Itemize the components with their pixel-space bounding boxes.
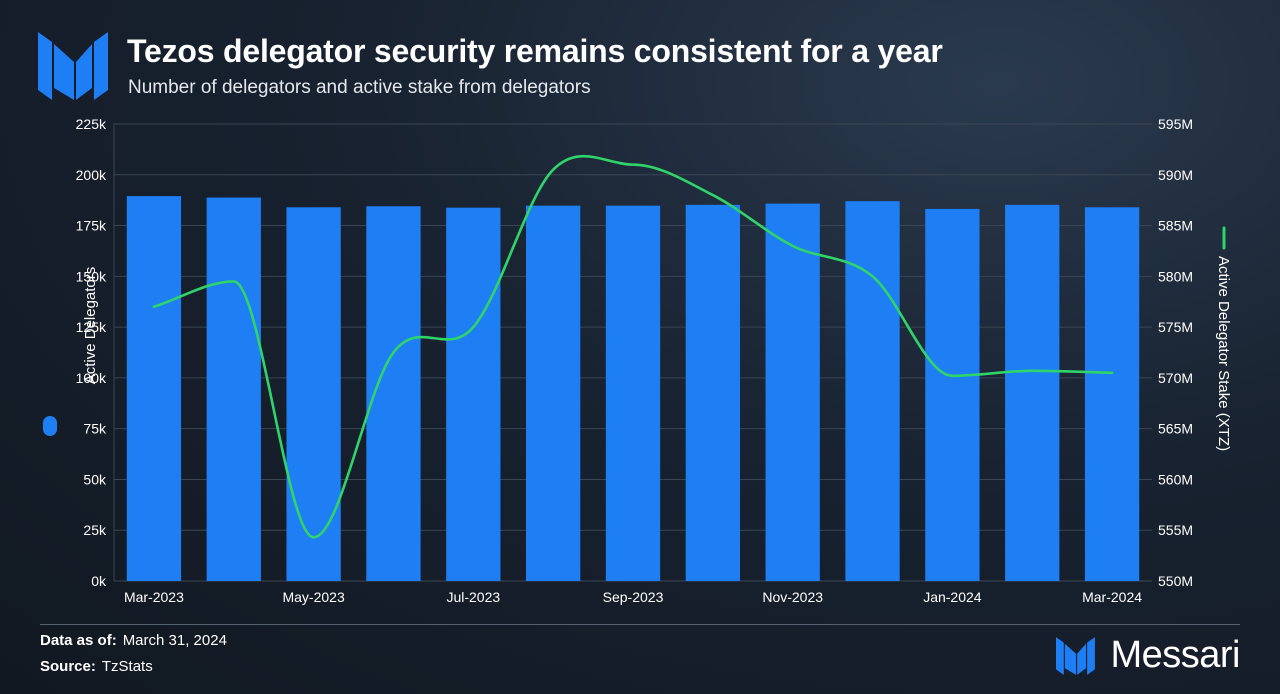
- y-left-tick-label: 0k: [91, 573, 107, 589]
- y-right-tick-label: 550M: [1158, 573, 1193, 589]
- data-as-of-label: Data as of:: [40, 632, 117, 649]
- data-as-of-value: March 31, 2024: [122, 632, 227, 649]
- y-left-tick-label: 150k: [76, 268, 107, 284]
- y-right-tick-label: 565M: [1158, 421, 1193, 437]
- y-right-tick-label: 570M: [1158, 370, 1193, 386]
- bar: [685, 204, 740, 581]
- source-value: TzStats: [101, 658, 153, 675]
- y-right-tick-label: 595M: [1158, 116, 1193, 132]
- brand: Messari: [1056, 634, 1240, 677]
- bar: [605, 205, 661, 581]
- y-right-tick-label: 560M: [1158, 471, 1193, 487]
- y-right-tick-label: 575M: [1158, 319, 1193, 335]
- y-left-tick-label: 175k: [76, 218, 107, 234]
- source-label: Source:: [40, 658, 96, 675]
- bar: [1084, 207, 1140, 581]
- stake-line: [152, 154, 1114, 539]
- y-right-tick-label: 585M: [1158, 218, 1193, 234]
- x-tick-label: Sep-2023: [603, 589, 664, 605]
- bar: [1005, 204, 1060, 581]
- legend-bar-marker: [43, 416, 57, 436]
- bar: [126, 196, 182, 582]
- y-right-axis-label: Active Delegator Stake (XTZ): [1215, 256, 1232, 451]
- bar: [206, 197, 261, 581]
- data-as-of: Data as of: March 31, 2024: [40, 632, 227, 649]
- footer-divider: [40, 624, 1240, 625]
- x-tick-label: May-2023: [282, 589, 344, 605]
- bar: [765, 203, 820, 581]
- messari-logo-icon: [38, 32, 108, 100]
- messari-brand-icon: [1056, 636, 1096, 675]
- y-left-tick-label: 125k: [76, 319, 107, 335]
- y-left-tick-label: 225k: [76, 116, 107, 132]
- x-tick-label: Nov-2023: [762, 589, 823, 605]
- y-right-tick-label: 590M: [1158, 167, 1193, 183]
- y-left-tick-label: 25k: [83, 522, 107, 538]
- x-tick-label: Jan-2024: [923, 589, 982, 605]
- y-left-axis-label: Active Delegators: [82, 267, 99, 385]
- bar: [526, 205, 581, 581]
- x-tick-label: Mar-2024: [1082, 589, 1142, 605]
- y-left-tick-label: 50k: [83, 471, 107, 487]
- chart-subtitle: Number of delegators and active stake fr…: [128, 77, 591, 98]
- bar: [925, 208, 980, 581]
- y-left-tick-label: 75k: [83, 421, 107, 437]
- y-right-tick-label: 580M: [1158, 268, 1193, 284]
- x-tick-label: Mar-2023: [124, 589, 184, 605]
- bar: [286, 207, 341, 581]
- y-right-tick-label: 555M: [1158, 522, 1193, 538]
- chart-title: Tezos delegator security remains consist…: [127, 33, 943, 69]
- y-left-tick-label: 200k: [76, 167, 107, 183]
- bar: [446, 207, 501, 582]
- y-left-tick-label: 100k: [76, 370, 107, 386]
- bar: [845, 201, 900, 581]
- brand-name: Messari: [1110, 634, 1240, 676]
- x-tick-label: Jul-2023: [446, 589, 500, 605]
- source: Source: TzStats: [40, 658, 153, 675]
